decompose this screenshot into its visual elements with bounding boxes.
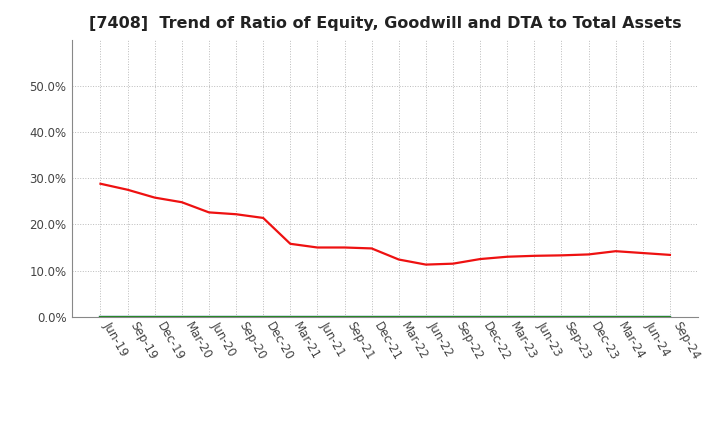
Deferred Tax Assets xyxy=(367,314,376,319)
Goodwill xyxy=(665,314,674,319)
Goodwill xyxy=(150,314,159,319)
Equity xyxy=(259,215,268,220)
Equity xyxy=(639,250,647,256)
Deferred Tax Assets xyxy=(395,314,403,319)
Deferred Tax Assets xyxy=(476,314,485,319)
Goodwill xyxy=(449,314,457,319)
Goodwill xyxy=(530,314,539,319)
Goodwill xyxy=(204,314,213,319)
Deferred Tax Assets xyxy=(123,314,132,319)
Deferred Tax Assets xyxy=(150,314,159,319)
Equity xyxy=(178,200,186,205)
Equity xyxy=(96,181,105,187)
Deferred Tax Assets xyxy=(584,314,593,319)
Deferred Tax Assets xyxy=(96,314,105,319)
Equity xyxy=(611,249,620,254)
Goodwill xyxy=(232,314,240,319)
Goodwill xyxy=(367,314,376,319)
Deferred Tax Assets xyxy=(178,314,186,319)
Equity xyxy=(503,254,511,259)
Goodwill xyxy=(259,314,268,319)
Goodwill xyxy=(395,314,403,319)
Equity xyxy=(395,257,403,262)
Equity xyxy=(313,245,322,250)
Goodwill xyxy=(178,314,186,319)
Deferred Tax Assets xyxy=(503,314,511,319)
Equity xyxy=(232,212,240,217)
Deferred Tax Assets xyxy=(449,314,457,319)
Goodwill xyxy=(313,314,322,319)
Deferred Tax Assets xyxy=(665,314,674,319)
Goodwill xyxy=(96,314,105,319)
Deferred Tax Assets xyxy=(259,314,268,319)
Equity xyxy=(449,261,457,266)
Equity xyxy=(421,262,430,267)
Equity xyxy=(341,245,349,250)
Deferred Tax Assets xyxy=(639,314,647,319)
Goodwill xyxy=(557,314,566,319)
Equity xyxy=(557,253,566,258)
Equity xyxy=(584,252,593,257)
Deferred Tax Assets xyxy=(557,314,566,319)
Goodwill xyxy=(341,314,349,319)
Deferred Tax Assets xyxy=(611,314,620,319)
Goodwill xyxy=(421,314,430,319)
Goodwill xyxy=(611,314,620,319)
Equity xyxy=(367,246,376,251)
Deferred Tax Assets xyxy=(421,314,430,319)
Deferred Tax Assets xyxy=(313,314,322,319)
Goodwill xyxy=(503,314,511,319)
Equity xyxy=(286,241,294,246)
Deferred Tax Assets xyxy=(341,314,349,319)
Deferred Tax Assets xyxy=(530,314,539,319)
Equity xyxy=(150,195,159,200)
Goodwill xyxy=(123,314,132,319)
Equity xyxy=(530,253,539,258)
Goodwill xyxy=(584,314,593,319)
Goodwill xyxy=(286,314,294,319)
Equity xyxy=(204,210,213,215)
Goodwill xyxy=(639,314,647,319)
Deferred Tax Assets xyxy=(232,314,240,319)
Title: [7408]  Trend of Ratio of Equity, Goodwill and DTA to Total Assets: [7408] Trend of Ratio of Equity, Goodwil… xyxy=(89,16,682,32)
Equity xyxy=(665,252,674,257)
Equity xyxy=(476,257,485,262)
Line: Equity: Equity xyxy=(101,184,670,264)
Deferred Tax Assets xyxy=(286,314,294,319)
Deferred Tax Assets xyxy=(204,314,213,319)
Goodwill xyxy=(476,314,485,319)
Equity xyxy=(123,187,132,192)
